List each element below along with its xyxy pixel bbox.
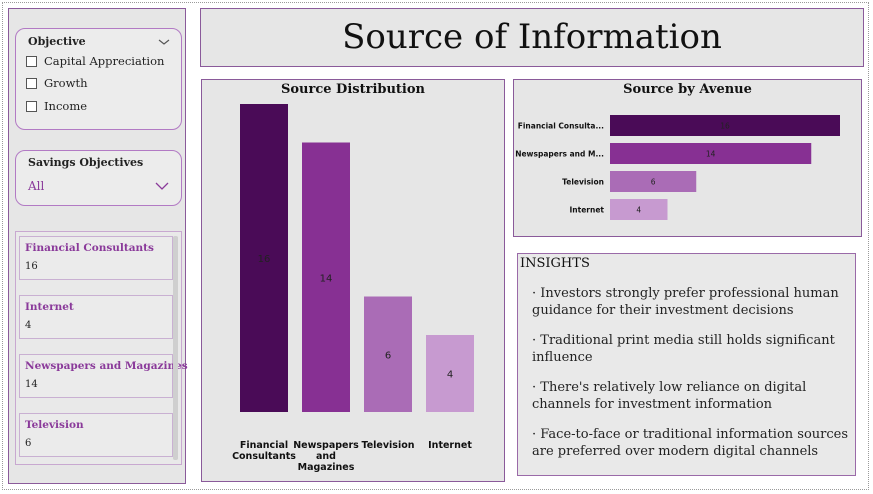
insight-text: Investors strongly prefer professional h… [532,286,839,318]
card-label: Internet [25,301,74,313]
option-label: Income [44,99,88,113]
chevron-down-icon[interactable] [157,35,171,49]
option-label: Growth [44,76,88,90]
title-panel: Source of Information [200,8,864,67]
data-label: 16 [720,122,730,131]
bar [610,171,697,192]
card-internet: Internet 4 [19,295,173,339]
card-value: 6 [25,438,32,449]
card-value: 14 [25,379,38,390]
x-tick-label: Financial Consultants [232,440,296,462]
bullet: · [532,380,537,395]
x-tick-label: Television [361,440,414,451]
data-label: 4 [636,206,641,215]
card-television: Television 6 [19,413,173,457]
y-tick-label: Internet [569,206,604,215]
insight-item: · Face-to-face or traditional informatio… [532,426,850,460]
data-label: 4 [447,370,453,381]
objective-slicer: Objective Capital Appreciation Growth In… [15,28,182,130]
insights-panel: INSIGHTS · Investors strongly prefer pro… [517,253,856,476]
data-label: 6 [651,178,656,187]
checkbox[interactable] [26,55,37,67]
card-label: Television [25,419,84,431]
chart-title: Source Distribution [280,82,425,97]
x-tick-label: Newspapers and Magazines [293,440,359,473]
bullet: · [532,333,537,348]
insight-text: Traditional print media still holds sign… [532,333,835,365]
objective-slicer-title: Objective [28,35,86,48]
checkbox[interactable] [26,100,37,112]
option-label: Capital Appreciation [44,54,165,68]
insight-text: There's relatively low reliance on digit… [532,380,807,412]
bar [364,296,412,412]
insight-item: · Traditional print media still holds si… [532,332,850,366]
chevron-down-icon[interactable] [155,179,169,193]
card-list: Financial Consultants 16 Internet 4 News… [15,231,188,465]
bullet: · [532,286,537,301]
page-title: Source of Information [342,17,722,57]
insight-item: · Investors strongly prefer professional… [532,285,850,319]
bar [610,115,840,136]
bar [426,335,474,412]
option-capital-appreciation[interactable]: Capital Appreciation [26,54,164,68]
card-value: 16 [25,261,38,272]
source-by-avenue-panel: Source by Avenue 16 Financial Consulta...… [513,79,862,237]
data-label: 16 [258,254,271,265]
data-label: 6 [385,350,391,361]
insights-title: INSIGHTS [520,256,590,271]
source-by-avenue-chart: 16 Financial Consulta... 14 Newspapers and … [515,115,840,220]
savings-slicer-title: Savings Objectives [28,156,144,169]
data-label: 14 [320,273,333,284]
bar [302,142,350,412]
bar [240,104,288,412]
y-tick-label: Television [562,178,604,187]
option-growth[interactable]: Growth [26,76,87,90]
card-label: Financial Consultants [25,242,154,254]
card-label: Newspapers and Magazines [25,360,188,372]
option-income[interactable]: Income [26,99,87,113]
bar [610,199,668,220]
card-newspapers-and-magazines: Newspapers and Magazines 14 [19,354,188,398]
card-value: 4 [25,320,32,331]
y-tick-label: Newspapers and M... [515,150,604,159]
x-tick-label: Internet [428,440,472,451]
data-label: 14 [706,150,716,159]
y-tick-label: Financial Consulta... [518,122,604,131]
checkbox[interactable] [26,77,37,89]
chart-title: Source by Avenue [623,82,752,97]
filter-panel: Objective Capital Appreciation Growth In… [8,8,188,484]
source-distribution-panel: Source Distribution 16 Financial Consultan… [201,79,505,482]
source-distribution-chart: 16 Financial Consultants 14 Newspapers and Mag… [232,104,474,473]
savings-objectives-slicer[interactable]: Savings Objectives All [15,150,182,206]
bullet: · [532,427,537,442]
savings-slicer-value[interactable]: All [28,179,45,193]
insight-text: Face-to-face or traditional information … [532,427,849,459]
insight-item: · There's relatively low reliance on dig… [532,379,850,413]
card-financial-consultants: Financial Consultants 16 [19,236,173,280]
bar [610,143,812,164]
scrollbar[interactable] [173,236,178,460]
